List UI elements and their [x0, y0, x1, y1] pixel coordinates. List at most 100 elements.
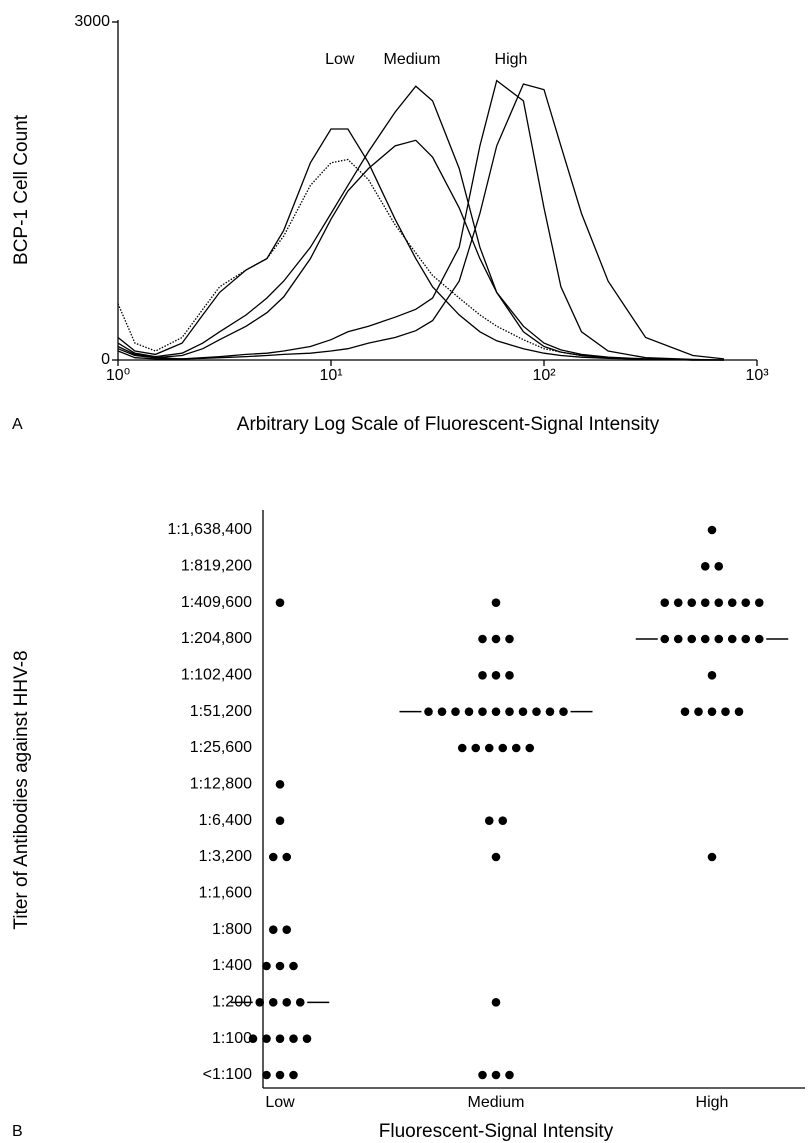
dot — [491, 598, 501, 607]
dot — [437, 707, 447, 716]
dot — [741, 598, 751, 607]
dot — [532, 707, 541, 716]
dot — [727, 634, 737, 644]
y-tick-label: 1:400 — [212, 957, 252, 974]
y-tick-label: <1:100 — [203, 1066, 252, 1083]
dot — [714, 562, 724, 571]
y-tick-label: 0 — [101, 351, 110, 368]
dot — [505, 634, 514, 644]
dot — [721, 707, 730, 716]
dot — [741, 634, 751, 644]
y-tick-label: 1:1,600 — [199, 885, 252, 902]
dot — [707, 671, 717, 680]
dot — [545, 707, 555, 716]
dot — [734, 707, 744, 716]
y-tick-label: 1:819,200 — [181, 558, 252, 575]
curve — [117, 139, 724, 361]
dot — [471, 743, 481, 753]
y-tick-label: 1:6,400 — [199, 812, 252, 829]
x-tick-label: 10² — [532, 367, 556, 384]
dot — [687, 598, 697, 607]
y-tick-label: 1:100 — [212, 1030, 252, 1047]
y-axis-title: Titer of Antibodies against HHV-8 — [11, 650, 32, 929]
x-tick-label: Low — [265, 1094, 295, 1111]
dot — [754, 598, 764, 607]
dot — [559, 707, 568, 716]
x-tick-label: 10⁰ — [106, 367, 130, 384]
dot — [505, 1070, 514, 1080]
dot — [707, 707, 717, 716]
y-tick-label: 1:1,638,400 — [167, 521, 252, 538]
y-tick-label: 1:3,200 — [199, 848, 252, 865]
dot — [518, 707, 528, 716]
dot — [478, 1070, 487, 1080]
dot — [275, 961, 285, 971]
dot — [694, 707, 703, 716]
dot — [707, 852, 717, 862]
dot — [295, 998, 305, 1007]
dot — [714, 634, 724, 644]
dot — [268, 998, 278, 1007]
dot — [289, 1070, 298, 1080]
dot — [491, 998, 501, 1007]
dot — [505, 671, 514, 680]
curve — [117, 158, 724, 361]
dot — [491, 671, 501, 680]
y-tick-label: 1:51,200 — [190, 703, 252, 720]
x-tick-label: 10³ — [745, 367, 769, 384]
x-tick-label: 10¹ — [319, 367, 342, 384]
dot — [660, 634, 670, 644]
y-tick-label: 1:800 — [212, 921, 252, 938]
dot — [464, 707, 474, 716]
dot — [687, 634, 697, 644]
x-tick-label: High — [696, 1094, 729, 1111]
dot — [491, 634, 501, 644]
annotation: Medium — [384, 51, 441, 68]
dot — [289, 961, 298, 971]
dot — [282, 998, 292, 1007]
dot — [525, 743, 535, 753]
dot — [491, 707, 501, 716]
dot — [248, 1034, 258, 1043]
dot — [505, 707, 514, 716]
y-tick-label: 1:409,600 — [181, 594, 252, 611]
dot — [700, 598, 710, 607]
y-tick-label: 1:12,800 — [190, 776, 252, 793]
dot — [457, 743, 467, 753]
x-axis-title: Arbitrary Log Scale of Fluorescent-Signa… — [237, 414, 660, 435]
dot — [275, 1070, 285, 1080]
dot — [424, 707, 433, 716]
y-tick-label: 3000 — [74, 13, 110, 30]
annotation: High — [495, 51, 528, 68]
dot — [700, 562, 710, 571]
dot — [262, 1034, 271, 1043]
dot — [491, 852, 501, 862]
dot — [484, 816, 494, 825]
dot — [275, 598, 285, 607]
dot — [289, 1034, 298, 1043]
dot — [511, 743, 521, 753]
panel-label: A — [12, 416, 23, 433]
dot — [714, 598, 724, 607]
y-tick-label: 1:25,600 — [190, 739, 252, 756]
dot — [478, 634, 487, 644]
dot — [282, 852, 292, 862]
dot — [498, 816, 508, 825]
y-axis-title: BCP-1 Cell Count — [11, 114, 32, 265]
dot — [262, 1070, 271, 1080]
curve — [117, 79, 725, 361]
dot — [302, 1034, 312, 1043]
dot — [268, 852, 278, 862]
dot — [268, 925, 278, 934]
dot — [275, 780, 285, 789]
dot — [478, 707, 487, 716]
dot — [255, 998, 265, 1007]
curve — [117, 83, 725, 360]
dot — [700, 634, 710, 644]
dot — [498, 743, 508, 753]
curve — [117, 128, 724, 361]
dot — [660, 598, 670, 607]
x-axis-title: Fluorescent-Signal Intensity — [379, 1121, 614, 1142]
dot — [478, 671, 487, 680]
